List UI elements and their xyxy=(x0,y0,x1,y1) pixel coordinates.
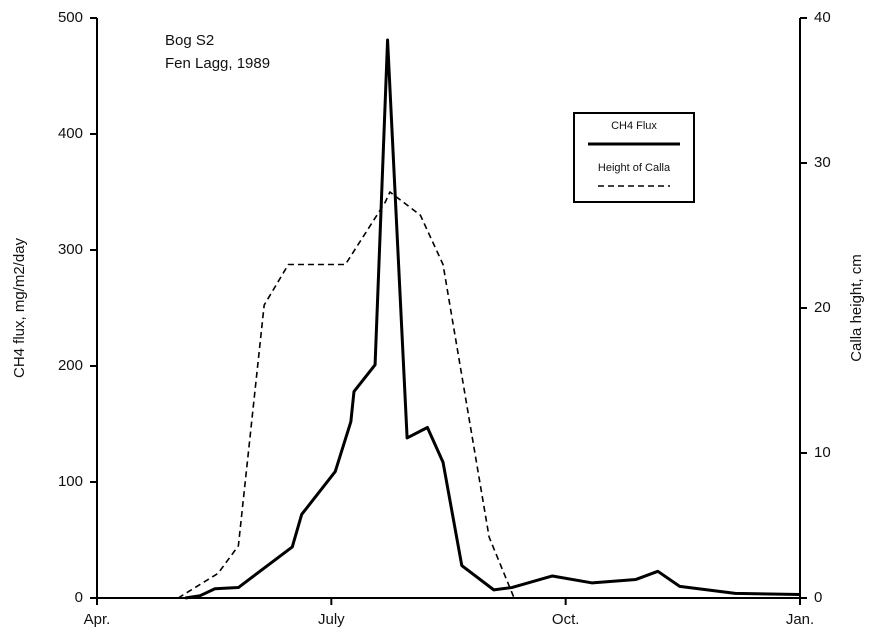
legend-label: Height of Calla xyxy=(598,162,671,174)
x-tick-label: Apr. xyxy=(84,611,111,628)
legend-label: CH4 Flux xyxy=(611,120,657,132)
annotation: Bog S2 xyxy=(165,32,214,49)
y2-axis-label: Calla height, cm xyxy=(848,254,865,362)
y2-tick-label: 0 xyxy=(814,589,822,606)
data-line xyxy=(185,38,801,600)
y-tick-label: 0 xyxy=(75,589,83,606)
y-tick-label: 200 xyxy=(58,357,83,374)
y2-tick-label: 10 xyxy=(814,444,831,461)
y2-tick-label: 40 xyxy=(814,9,831,26)
y-tick-label: 100 xyxy=(58,473,83,490)
annotation: Fen Lagg, 1989 xyxy=(165,55,270,72)
y-tick-label: 500 xyxy=(58,9,83,26)
x-tick-label: Jan. xyxy=(786,611,814,628)
legend-box xyxy=(573,112,695,203)
x-tick-label: July xyxy=(318,611,345,628)
x-tick-label: Oct. xyxy=(552,611,580,628)
y2-tick-label: 30 xyxy=(814,154,831,171)
y-tick-label: 400 xyxy=(58,125,83,142)
y-tick-label: 300 xyxy=(58,241,83,258)
y2-tick-label: 20 xyxy=(814,299,831,316)
data-line xyxy=(177,191,515,599)
y-axis-label: CH4 flux, mg/m2/day xyxy=(11,237,28,378)
